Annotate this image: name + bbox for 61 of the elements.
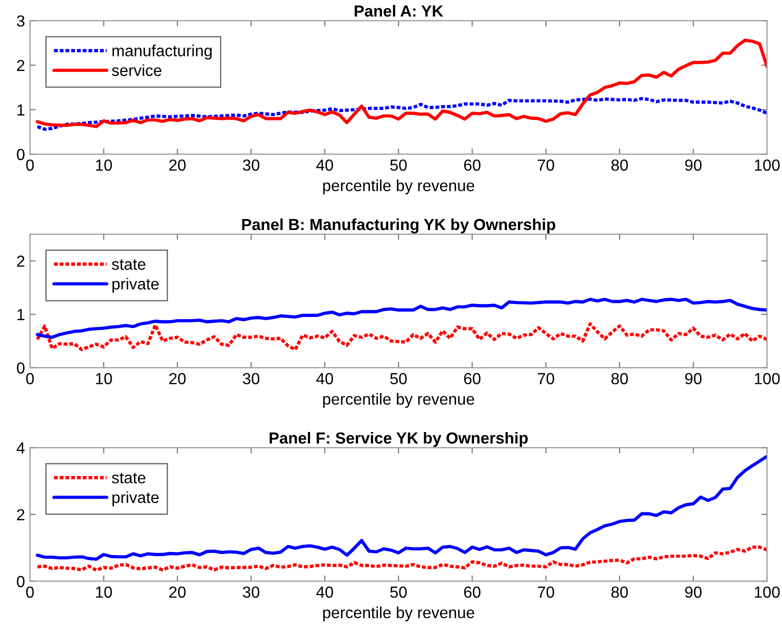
y-tick-label: 3 — [16, 15, 24, 27]
legend-label: state — [112, 472, 146, 484]
x-axis-title: percentile by revenue — [323, 393, 474, 408]
x-tick-label: 100 — [754, 372, 780, 384]
x-tick-label: 10 — [96, 586, 112, 598]
y-tick-label: 4 — [16, 442, 25, 454]
y-tick-label: 1 — [17, 309, 24, 320]
line-series — [36, 546, 767, 572]
chart-title: Panel B: Manufacturing YK by Ownership — [242, 218, 556, 234]
x-tick-label: 90 — [685, 586, 702, 598]
x-tick-label: 10 — [96, 372, 112, 384]
y-tick-label: 0 — [16, 362, 25, 374]
legend-label: state — [112, 259, 146, 270]
x-tick-label: 50 — [390, 586, 407, 598]
x-tick-label: 60 — [464, 586, 480, 598]
y-tick-label: 1 — [17, 104, 24, 116]
x-tick-label: 20 — [169, 159, 186, 171]
x-tick-label: 80 — [611, 586, 628, 598]
legend-label: service — [112, 64, 162, 76]
line-series — [36, 38, 767, 128]
line-series — [36, 322, 767, 352]
x-tick-label: 40 — [316, 586, 334, 598]
x-tick-label: 0 — [26, 586, 34, 598]
x-tick-label: 0 — [26, 372, 34, 384]
x-tick-label: 70 — [538, 586, 554, 598]
x-tick-label: 60 — [464, 159, 480, 171]
x-tick-label: 40 — [316, 372, 334, 384]
chart-title: Panel A: YK — [354, 4, 444, 17]
x-tick-label: 40 — [316, 159, 334, 171]
y-tick-label: 0 — [16, 148, 25, 160]
y-tick-label: 0 — [16, 576, 25, 588]
x-tick-label: 30 — [242, 372, 260, 384]
x-tick-label: 50 — [390, 372, 407, 384]
x-axis-title: percentile by revenue — [323, 606, 474, 622]
x-tick-label: 100 — [754, 586, 780, 598]
x-axis-title: percentile by revenue — [323, 180, 474, 194]
y-tick-label: 2 — [17, 509, 24, 520]
x-tick-label: 20 — [169, 372, 186, 384]
y-tick-label: 2 — [17, 256, 24, 267]
x-tick-label: 70 — [538, 372, 554, 384]
legend-label: manufacturing — [112, 44, 212, 60]
x-tick-label: 80 — [611, 372, 628, 384]
legend-label: private — [112, 278, 159, 293]
line-series — [36, 454, 767, 561]
x-tick-label: 70 — [538, 159, 554, 171]
x-tick-label: 30 — [242, 159, 260, 171]
y-tick-label: 2 — [17, 60, 24, 71]
chart-title: Panel F: Service YK by Ownership — [270, 432, 528, 447]
line-series — [36, 298, 767, 339]
x-tick-label: 30 — [242, 586, 260, 598]
line-series — [36, 96, 767, 131]
x-tick-label: 20 — [169, 586, 186, 598]
x-tick-label: 60 — [464, 372, 480, 384]
x-tick-label: 50 — [390, 159, 407, 171]
x-tick-label: 100 — [754, 159, 780, 171]
x-tick-label: 80 — [611, 159, 628, 171]
x-tick-label: 90 — [685, 372, 702, 384]
x-tick-label: 10 — [96, 159, 112, 171]
legend-label: private — [112, 491, 159, 506]
x-tick-label: 90 — [685, 159, 702, 171]
x-tick-label: 0 — [26, 159, 34, 171]
